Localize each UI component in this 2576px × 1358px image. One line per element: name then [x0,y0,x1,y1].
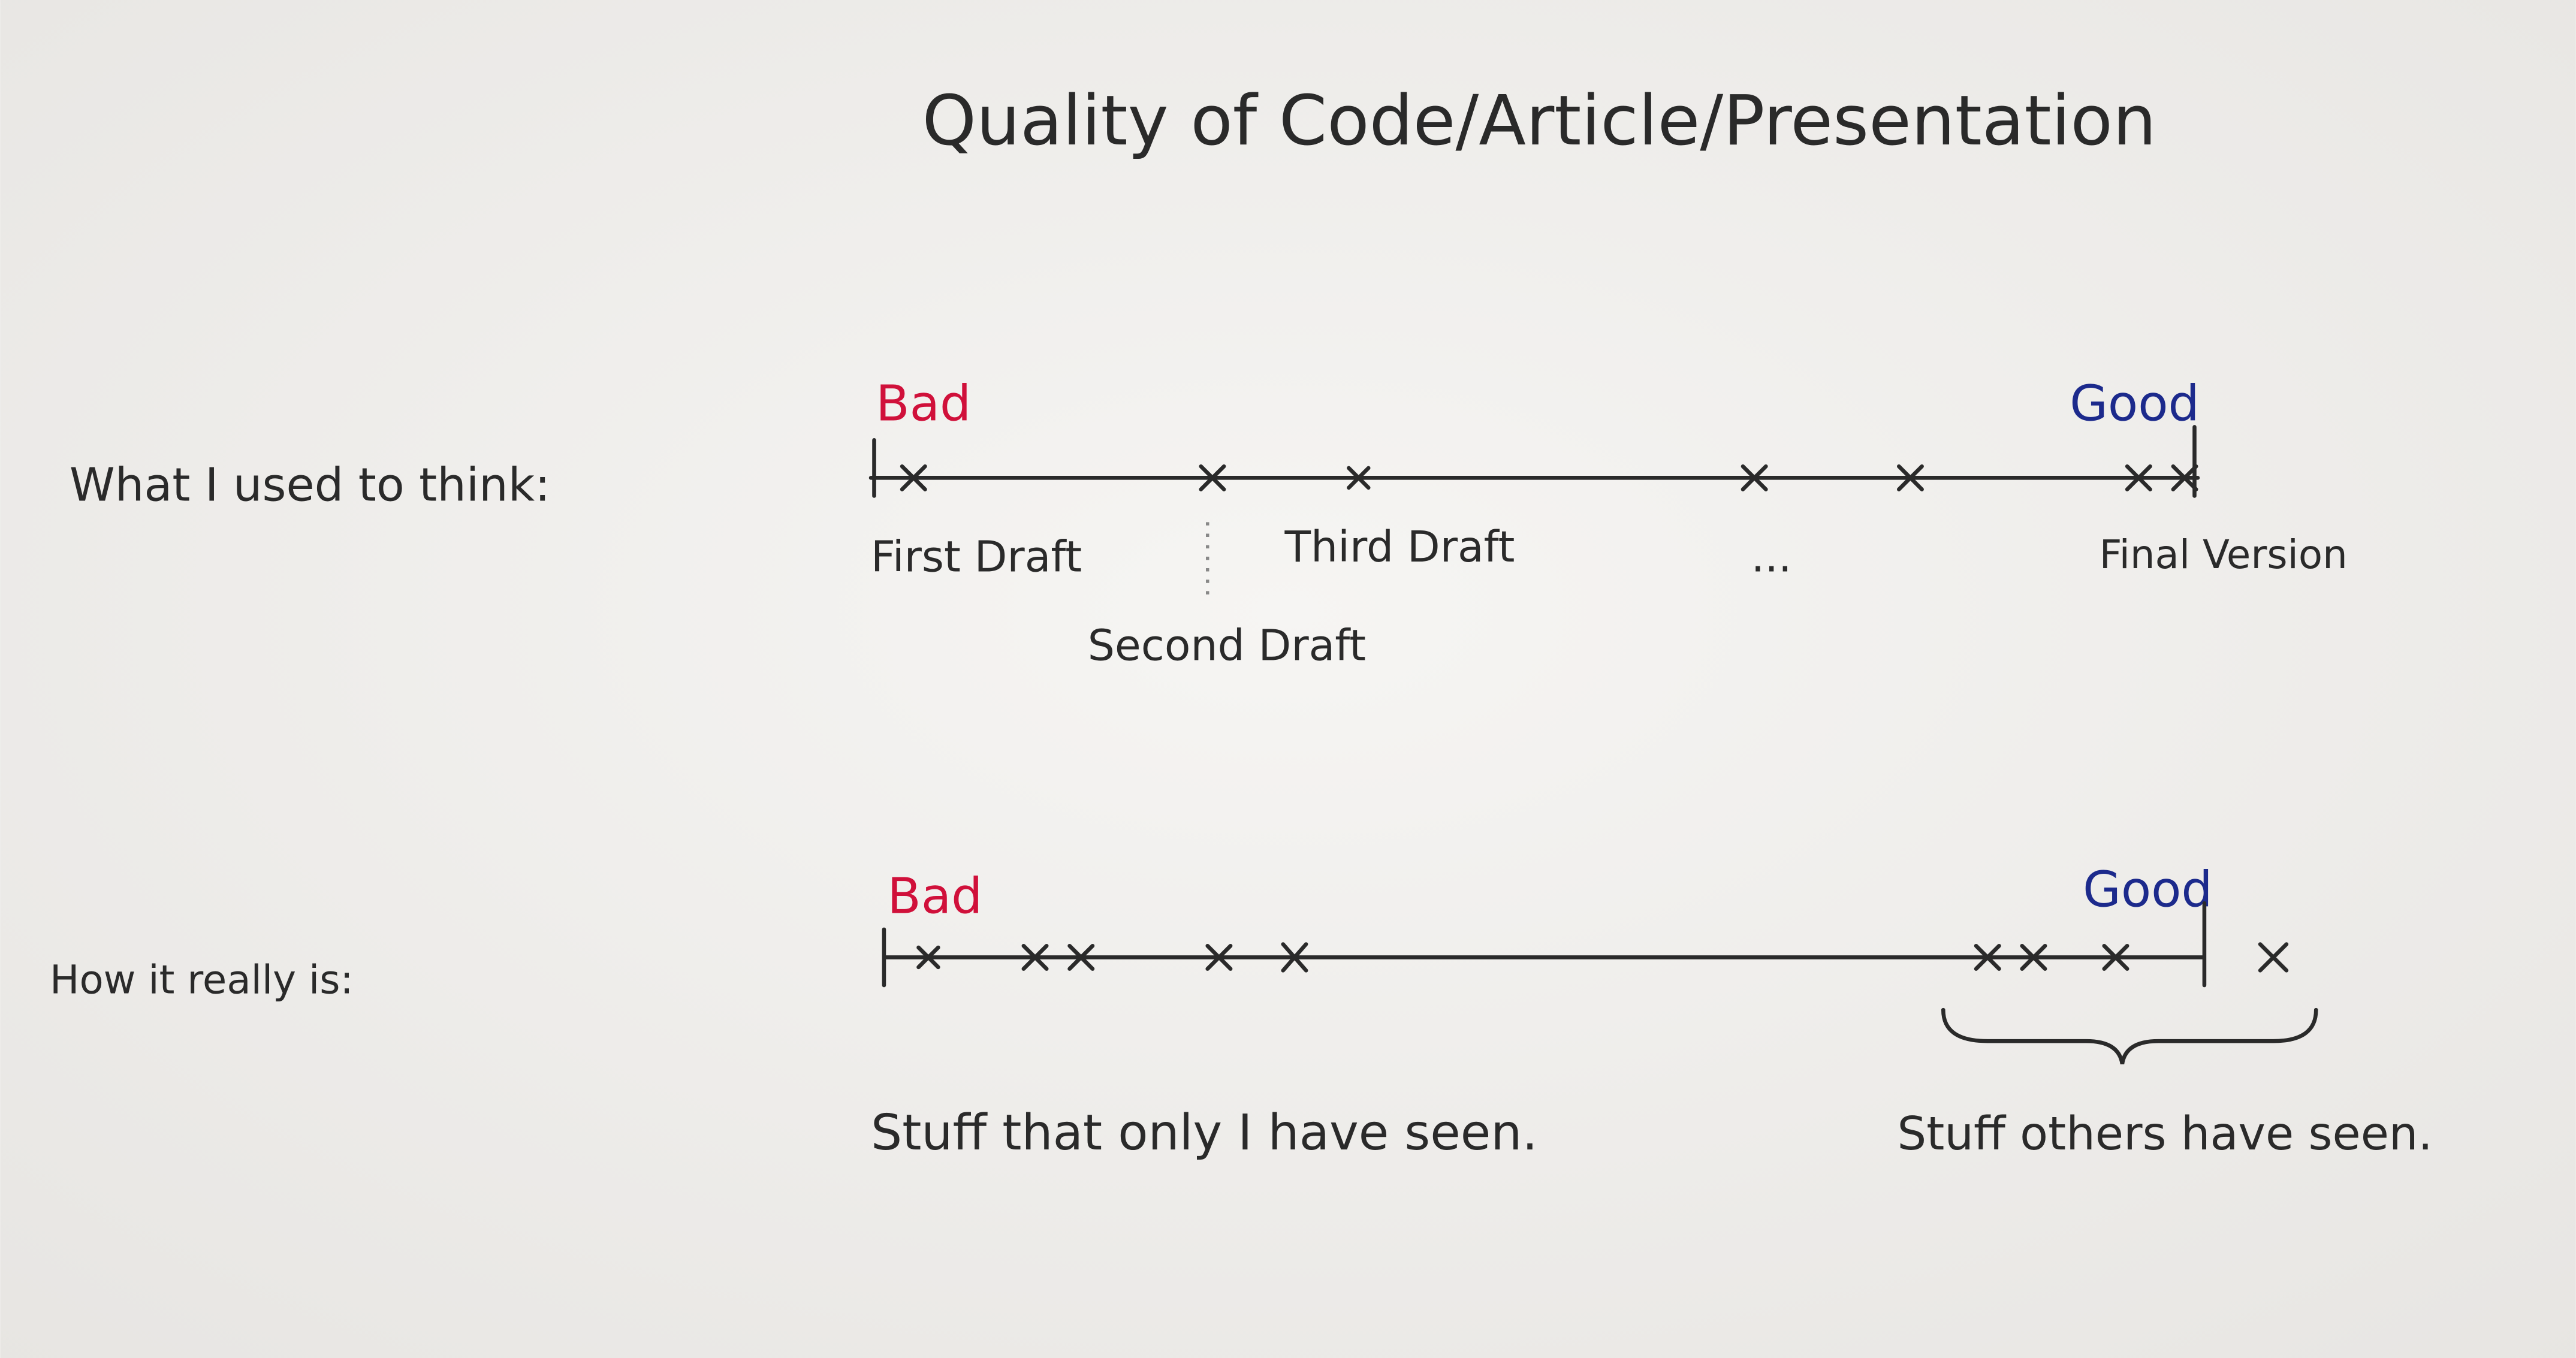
draft-label: First Draft [871,532,1082,582]
draft-label: Third Draft [1284,522,1515,572]
draft-label: Second Draft [1088,620,1366,670]
bad-label: Bad [876,375,971,432]
row-label: What I used to think: [70,459,550,512]
scale-line [868,425,2200,594]
good-label: Good [2070,375,2199,432]
draft-label: Final Version [2100,532,2348,578]
title: Quality of Code/Article/Presentation [922,81,2156,161]
draft-label: ... [1751,532,1792,582]
good-label: Good [2083,861,2212,918]
bad-label: Bad [887,868,982,925]
group-label: Stuff others have seen. [1898,1107,2433,1161]
scale-line [882,901,2318,1065]
group-label: Stuff that only I have seen. [871,1104,1538,1161]
row-label: How it really is: [50,957,354,1003]
